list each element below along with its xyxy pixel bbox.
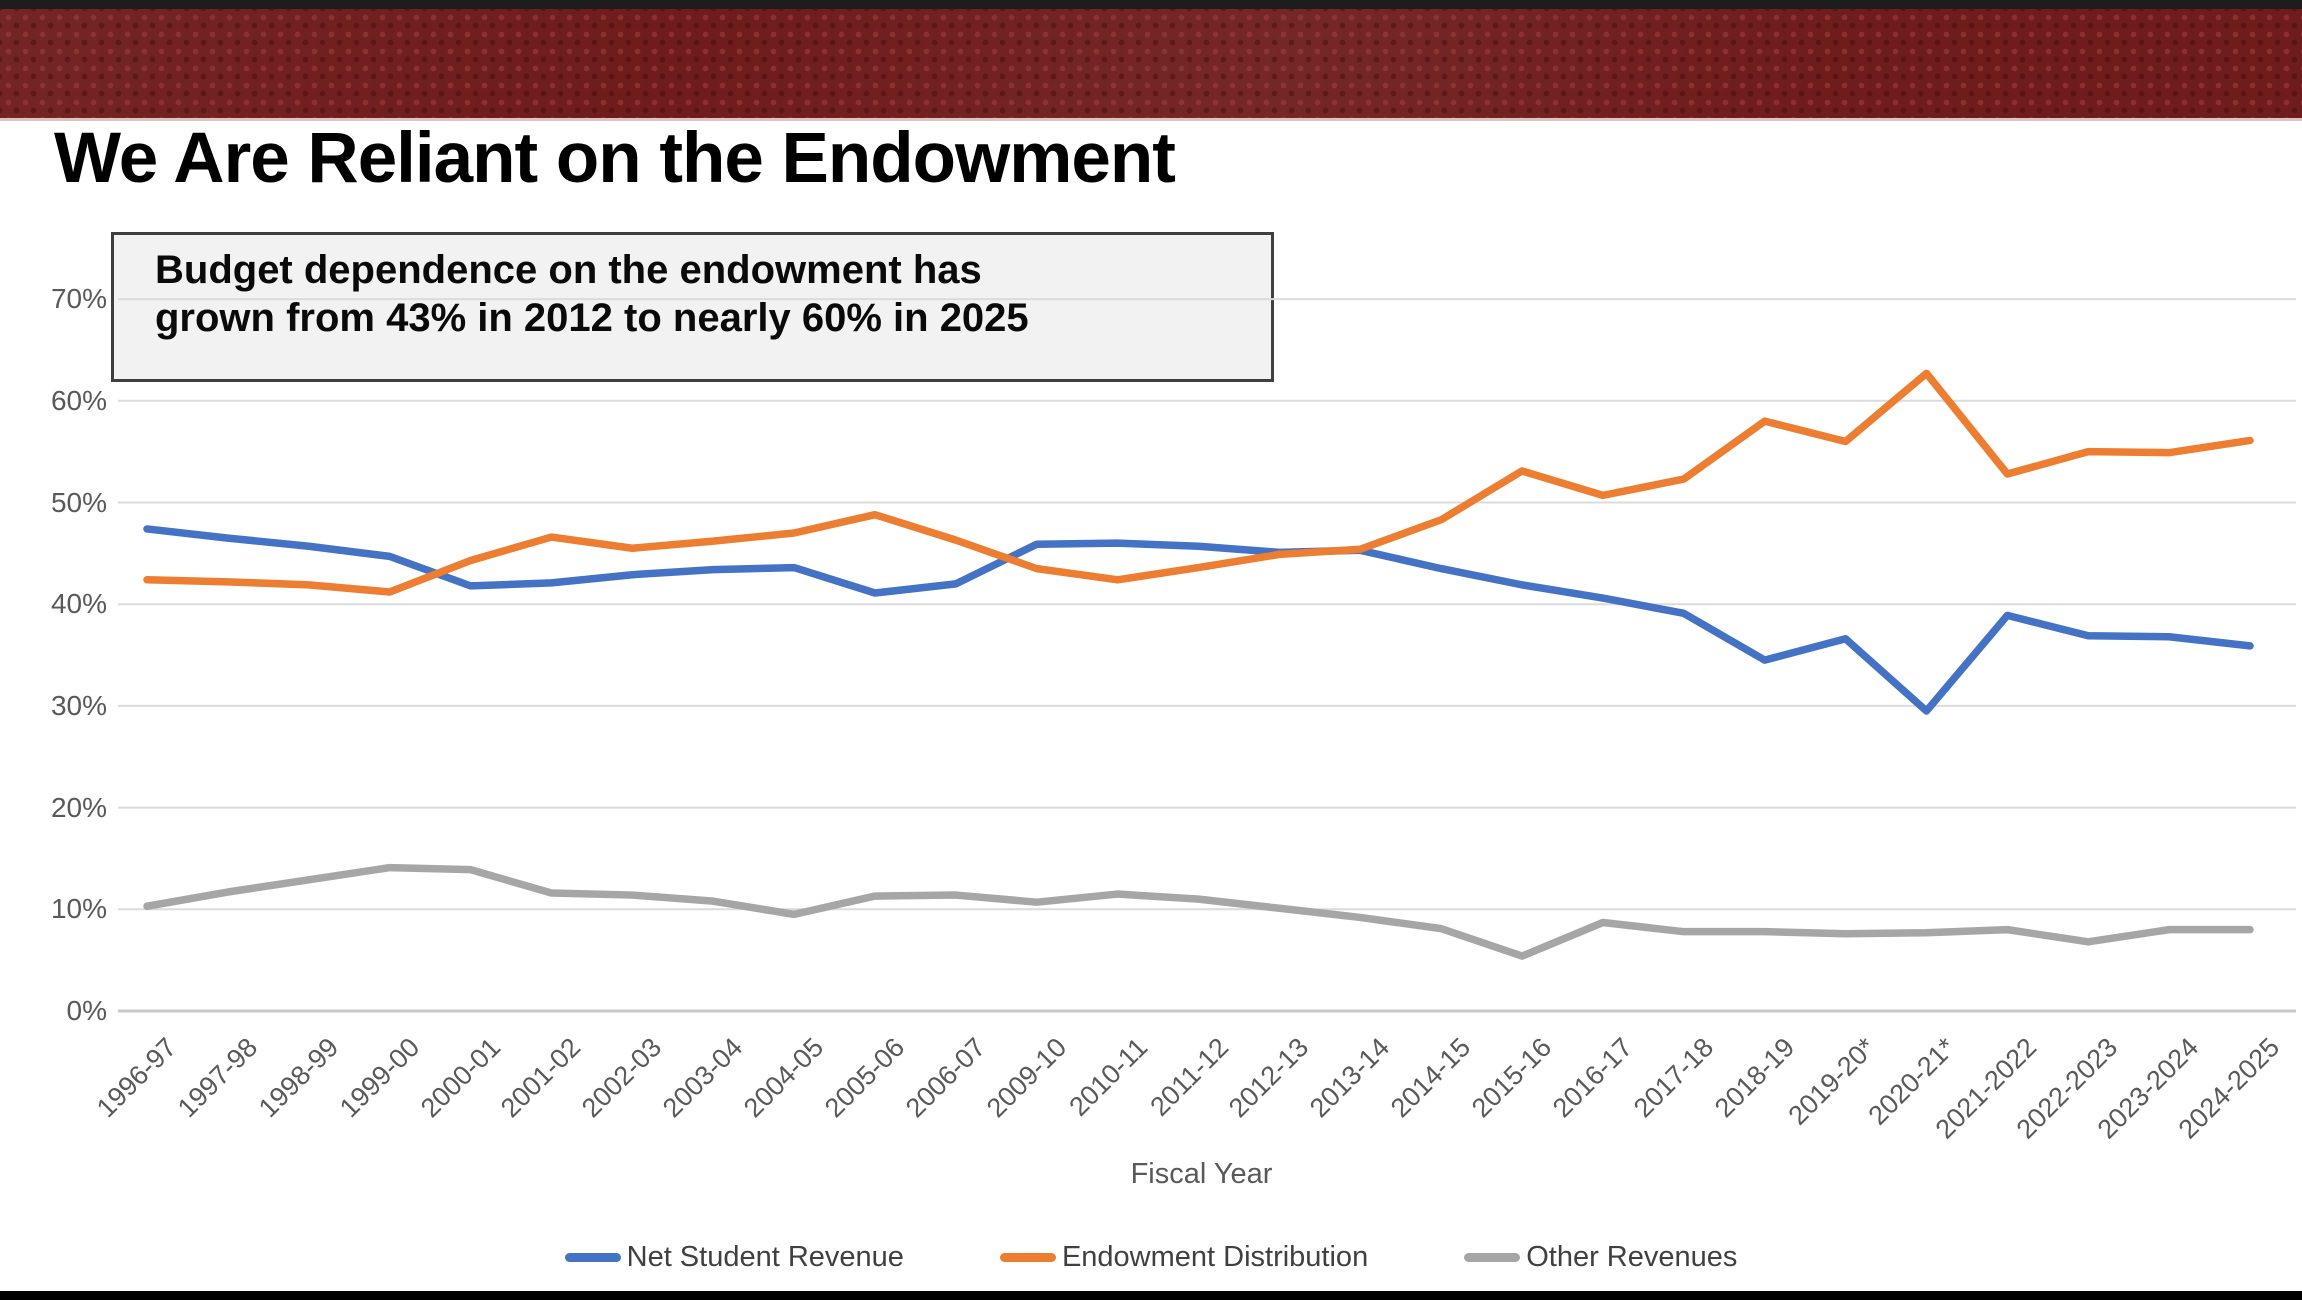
chart-legend: Net Student Revenue Endowment Distributio… bbox=[0, 1236, 2302, 1278]
x-tick-label-2006-07: 2006-07 bbox=[899, 1032, 992, 1124]
x-tick-label-2016-17: 2016-17 bbox=[1546, 1032, 1639, 1124]
callout-text: Budget dependence on the endowment has g… bbox=[155, 246, 1255, 342]
legend-marker-icon bbox=[999, 1252, 1056, 1262]
x-tick-label-2019-20: 2019-20* bbox=[1782, 1032, 1881, 1131]
x-tick-label-2001-02: 2001-02 bbox=[495, 1032, 587, 1124]
slide-header-banner bbox=[0, 9, 2302, 121]
x-tick-label-1999-00: 1999-00 bbox=[333, 1032, 425, 1124]
x-tick-label-1996-97: 1996-97 bbox=[90, 1032, 183, 1124]
y-tick-label-30%: 30% bbox=[50, 689, 107, 721]
x-tick-label-2022-2023: 2022-2023 bbox=[2010, 1032, 2124, 1145]
y-tick-label-20%: 20% bbox=[50, 791, 107, 823]
series-line-other-revenues bbox=[143, 863, 2254, 960]
x-tick-label-2011-12: 2011-12 bbox=[1143, 1032, 1234, 1122]
x-tick-label-2010-11: 2010-11 bbox=[1062, 1032, 1153, 1122]
legend-marker-icon bbox=[564, 1252, 621, 1262]
legend-label: Other Revenues bbox=[1526, 1240, 1738, 1273]
callout-line-1: Budget dependence on the endowment has bbox=[155, 248, 982, 292]
x-tick-label-2020-21: 2020-21* bbox=[1862, 1032, 1962, 1131]
legend-label: Endowment Distribution bbox=[1061, 1240, 1369, 1273]
window-top-bar bbox=[0, 0, 2302, 9]
legend-item-other-revenues: Other Revenues bbox=[1464, 1241, 1737, 1274]
x-tick-label-2004-05: 2004-05 bbox=[737, 1032, 830, 1124]
callout-box bbox=[111, 232, 1274, 382]
x-tick-label-2014-15: 2014-15 bbox=[1385, 1032, 1477, 1124]
callout-line-2: grown from 43% in 2012 to nearly 60% in … bbox=[155, 296, 1029, 340]
x-tick-label-2023-2024: 2023-2024 bbox=[2091, 1032, 2205, 1145]
y-tick-label-50%: 50% bbox=[50, 486, 107, 518]
x-tick-label-2009-10: 2009-10 bbox=[980, 1032, 1072, 1124]
series-line-net-student-revenue bbox=[143, 525, 2254, 715]
y-tick-label-60%: 60% bbox=[50, 384, 107, 416]
x-tick-label-2012-13: 2012-13 bbox=[1223, 1032, 1315, 1124]
slide-title: We Are Reliant on the Endowment bbox=[54, 119, 1176, 198]
x-axis-title: Fiscal Year bbox=[1130, 1158, 1273, 1190]
y-tick-label-70%: 70% bbox=[50, 283, 107, 315]
x-tick-label-2017-18: 2017-18 bbox=[1627, 1032, 1720, 1124]
legend-label: Net Student Revenue bbox=[626, 1240, 904, 1273]
y-tick-label-0%: 0% bbox=[66, 995, 107, 1026]
x-tick-label-2003-04: 2003-04 bbox=[657, 1032, 749, 1124]
legend-item-net-student-revenue: Net Student Revenue bbox=[564, 1240, 904, 1274]
y-tick-label-10%: 10% bbox=[50, 893, 107, 925]
x-tick-label-2021-2022: 2021-2022 bbox=[1930, 1032, 2043, 1145]
x-tick-label-2002-03: 2002-03 bbox=[576, 1032, 668, 1124]
x-tick-label-1997-98: 1997-98 bbox=[171, 1032, 264, 1124]
x-tick-label-2005-06: 2005-06 bbox=[818, 1032, 911, 1124]
series-line-endowment-distribution bbox=[143, 369, 2254, 596]
x-tick-label-2000-01: 2000-01 bbox=[414, 1032, 506, 1124]
x-tick-label-2013-14: 2013-14 bbox=[1304, 1032, 1396, 1124]
x-tick-label-2018-19: 2018-19 bbox=[1708, 1032, 1800, 1124]
x-tick-label-1998-99: 1998-99 bbox=[252, 1032, 344, 1124]
x-tick-label-2024-2025: 2024-2025 bbox=[2172, 1032, 2286, 1145]
y-tick-label-40%: 40% bbox=[50, 588, 107, 620]
x-tick-label-2015-16: 2015-16 bbox=[1465, 1032, 1558, 1124]
window-bottom-bar bbox=[0, 1291, 2302, 1300]
legend-item-endowment-distribution: Endowment Distribution bbox=[999, 1240, 1369, 1274]
legend-marker-icon bbox=[1464, 1252, 1521, 1262]
